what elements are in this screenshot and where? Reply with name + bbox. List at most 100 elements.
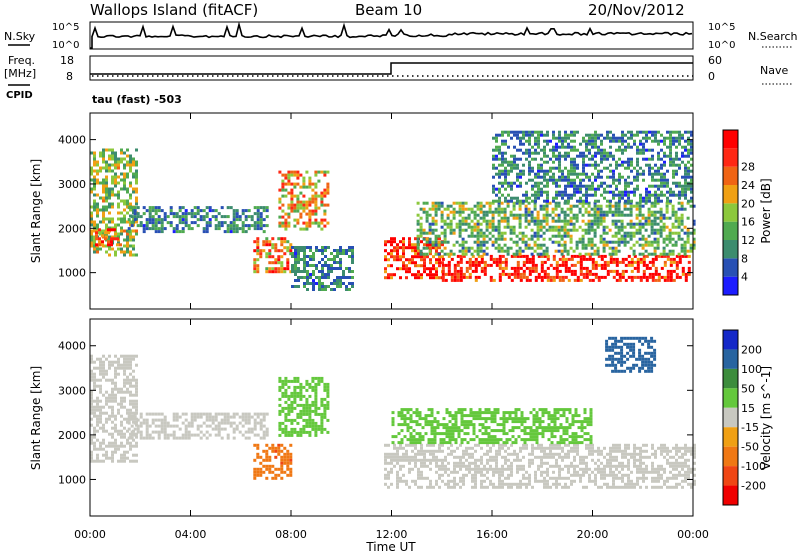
echo-cell xyxy=(522,151,525,155)
echo-cell xyxy=(528,464,531,468)
echo-cell xyxy=(142,227,146,231)
echo-cell xyxy=(384,240,387,244)
echo-cell xyxy=(534,148,537,152)
echo-cell xyxy=(306,279,309,282)
echo-cell xyxy=(157,418,161,422)
echo-cell xyxy=(555,136,558,140)
echo-cell xyxy=(462,479,465,483)
echo-cell xyxy=(522,446,525,450)
echo-cell xyxy=(317,194,321,198)
echo-cell xyxy=(253,224,257,228)
echo-cell xyxy=(629,222,633,226)
echo-cell xyxy=(546,446,549,450)
echo-cell xyxy=(441,479,444,483)
echo-cell xyxy=(105,456,108,460)
echo-cell xyxy=(609,163,612,167)
echo-cell xyxy=(657,196,660,200)
echo-cell xyxy=(531,133,534,137)
echo-cell xyxy=(507,169,510,173)
echo-cell xyxy=(286,458,290,462)
echo-cell xyxy=(518,219,522,223)
echo-cell xyxy=(308,412,312,416)
echo-cell xyxy=(123,208,126,212)
echo-cell xyxy=(650,201,654,205)
echo-cell xyxy=(265,430,269,434)
echo-cell xyxy=(175,436,179,440)
echo-cell xyxy=(582,166,585,170)
echo-cell xyxy=(311,385,315,389)
echo-cell xyxy=(498,157,501,161)
echo-cell xyxy=(123,456,126,460)
echo-cell xyxy=(638,228,642,232)
echo-cell xyxy=(108,354,111,358)
echo-cell xyxy=(561,196,564,200)
echo-cell xyxy=(600,485,603,489)
echo-cell xyxy=(326,182,330,186)
echo-cell xyxy=(108,247,111,251)
echo-cell xyxy=(105,226,108,230)
echo-cell xyxy=(108,366,111,370)
echo-cell xyxy=(638,204,642,208)
echo-cell xyxy=(546,485,549,489)
echo-cell xyxy=(317,379,321,383)
echo-cell xyxy=(567,443,570,447)
echo-cell xyxy=(286,258,290,262)
echo-cell xyxy=(506,201,510,205)
echo-cell xyxy=(114,178,117,182)
echo-cell xyxy=(618,178,621,182)
echo-cell xyxy=(458,219,462,223)
echo-cell xyxy=(516,482,519,486)
echo-cell xyxy=(543,452,546,456)
echo-cell xyxy=(510,461,513,465)
echo-cell xyxy=(594,482,597,486)
echo-cell xyxy=(545,252,549,256)
echo-cell xyxy=(458,207,462,211)
echo-cell xyxy=(459,464,462,468)
echo-cell xyxy=(504,187,507,191)
echo-cell xyxy=(504,160,507,164)
echo-cell xyxy=(111,396,114,400)
echo-cell xyxy=(309,258,312,261)
echo-cell xyxy=(509,210,513,214)
echo-cell xyxy=(597,148,600,152)
echo-cell xyxy=(309,255,312,258)
echo-cell xyxy=(546,178,549,182)
echo-cell xyxy=(199,412,203,416)
echo-cell xyxy=(624,166,627,170)
echo-cell xyxy=(93,244,96,248)
echo-cell xyxy=(458,213,462,217)
echo-cell xyxy=(303,252,306,255)
echo-cell xyxy=(402,446,405,450)
echo-cell xyxy=(500,210,504,214)
echo-cell xyxy=(449,210,453,214)
echo-cell xyxy=(522,193,525,197)
echo-cell xyxy=(564,482,567,486)
echo-cell xyxy=(126,148,129,152)
echo-cell xyxy=(543,449,546,453)
echo-cell xyxy=(576,278,580,282)
echo-cell xyxy=(135,178,138,182)
echo-cell xyxy=(672,257,676,261)
echo-cell xyxy=(321,273,324,276)
echo-cell xyxy=(308,218,312,222)
echo-cell xyxy=(464,252,468,256)
echo-cell xyxy=(305,185,309,189)
echo-cell xyxy=(126,244,129,248)
power-heatmap xyxy=(90,130,696,291)
echo-cell xyxy=(590,213,594,217)
echo-cell xyxy=(501,160,504,164)
echo-cell xyxy=(630,136,633,140)
echo-cell xyxy=(542,207,546,211)
echo-cell xyxy=(441,464,444,468)
echo-cell xyxy=(642,254,646,258)
echo-cell xyxy=(308,382,312,386)
echo-cell xyxy=(666,169,669,173)
echo-cell xyxy=(513,163,516,167)
echo-cell xyxy=(290,403,294,407)
freq-series xyxy=(90,62,693,75)
echo-cell xyxy=(302,176,306,180)
echo-cell xyxy=(90,241,93,245)
echo-cell xyxy=(166,421,170,425)
echo-cell xyxy=(582,169,585,173)
echo-cell xyxy=(166,436,170,440)
